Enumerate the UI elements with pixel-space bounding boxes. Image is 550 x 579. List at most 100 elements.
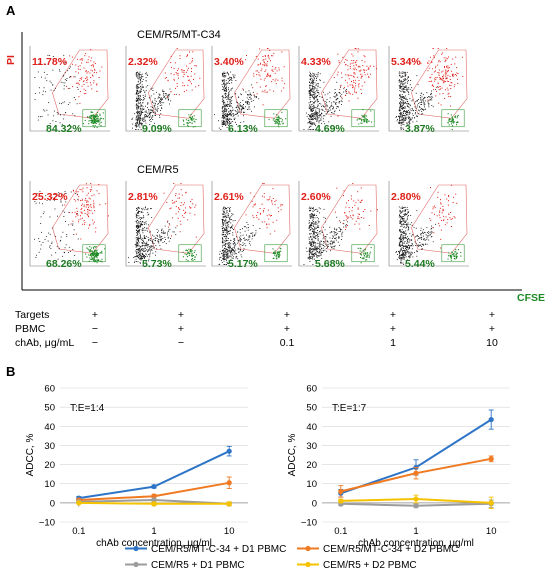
condition-value: − [92,323,98,335]
cfse-gate [178,244,202,263]
pi-percentage: 4.33% [301,56,331,68]
flow-plot: 2.61% 5.17% [211,181,292,270]
condition-value: + [284,323,290,335]
cfse-percentage: 9.09% [142,123,172,135]
data-point [76,500,82,506]
pi-percentage: 2.81% [128,191,158,203]
pi-percentage: 2.32% [128,56,158,68]
condition-value: + [178,323,184,335]
x-tick-label: 0.1 [72,526,85,537]
pi-percentage: 2.80% [391,191,421,203]
cfse-gate [264,109,288,128]
event-dots [218,183,284,265]
panel-a-label: A [6,3,16,18]
y-tick-label: 30 [44,441,55,452]
cfse-gate [264,244,288,263]
data-point [413,496,419,502]
y-tick-label: 10 [44,479,55,490]
event-dots [131,48,201,130]
pi-gate [321,49,378,119]
flow-plot: 11.78% 84.32% [29,46,110,135]
y-tick-label: 20 [306,460,317,471]
plot-axes [388,181,469,267]
pi-percentage: 2.61% [214,191,244,203]
y-tick-label: 40 [44,422,55,433]
x-tick-label: 1 [413,526,418,537]
cfse-gate [82,109,106,128]
cfse-gate [351,109,375,128]
plot-axes [125,46,206,132]
plot-axes [211,181,292,267]
adcc-chart-te-1-4: −10 0 10 20 30 40 50 60 0.1 1 10 T:E=1:4 ADCC, % chAb… [25,384,248,549]
cfse-percentage: 3.87% [405,123,435,135]
y-tick-label: 30 [306,441,317,452]
event-dots [395,184,462,265]
data-point [151,483,157,490]
legend-marker [305,561,311,568]
y-tick-label: 10 [306,479,317,490]
x-axis-label: chAb concentration, μg/ml [358,538,474,549]
series [338,494,494,510]
cfse-gate [441,244,465,263]
y-tick-label: 40 [306,422,317,433]
y-tick-label: 20 [44,460,55,471]
x-tick-label: 1 [151,526,156,537]
data-point [488,500,494,506]
condition-value: 10 [486,337,498,349]
condition-value: 1 [390,337,396,349]
pi-gate [411,49,468,119]
y-tick-label: −10 [301,518,317,529]
series-line [340,418,492,495]
cfse-gate [441,109,465,128]
legend-entry: CEM/R5 + D2 PBMC [297,560,417,571]
conditions-table: + − − + + − + +0.1 + +1 + +10 [92,309,498,349]
condition-value: + [390,309,396,321]
flow-plot: 2.81% 5.73% [125,181,206,270]
data-point [226,480,232,486]
legend-label: CEM/R5/MT-C-34 + D1 PBMC [151,544,286,555]
condition-value: + [178,309,184,321]
condition-value: − [92,337,98,349]
legend-label: CEM/R5/MT-C-34 + D2 PBMC [323,544,458,555]
pi-gate [52,184,109,254]
cfse-percentage: 68.26% [46,258,82,270]
condition-value: + [489,309,495,321]
legend: CEM/R5/MT-C-34 + D1 PBMC CEM/R5/MT-C-34 +… [125,544,458,571]
data-point [488,416,494,423]
legend-entry: CEM/R5 + D1 PBMC [125,560,245,571]
y-tick-label: 50 [306,403,317,414]
pi-percentage: 11.78% [32,56,68,68]
series [76,500,232,507]
cfse-percentage: 5.73% [142,258,172,270]
condition-value: + [284,309,290,321]
pi-percentage: 2.60% [301,191,331,203]
plot-axes [125,181,206,267]
cfse-percentage: 5.44% [405,258,435,270]
y-tick-label: 60 [44,384,55,395]
legend-marker [133,561,139,568]
cfse-gate [178,109,202,128]
data-point [226,501,232,507]
legend-marker [133,545,139,552]
condition-value: 0.1 [280,337,295,349]
legend-marker [305,545,311,552]
event-dots [395,48,464,131]
pi-gate [234,49,291,119]
data-point [226,448,232,454]
panel-b-label: B [6,364,15,379]
legend-entry: CEM/R5/MT-C-34 + D1 PBMC [125,544,286,555]
data-point [338,498,344,504]
plot-axes [29,181,110,267]
chart-title: T:E=1:7 [332,403,367,414]
plot-axes [298,46,379,132]
flow-plot: 2.60% 5.68% [298,181,379,270]
plot-axes [211,46,292,132]
event-dots [303,183,378,265]
flow-plot: 25.32% 68.26% [29,181,110,270]
event-dots [214,48,287,130]
flow-plot-grid: 11.78% 84.32% 2.32% 9.09% 3.40% 6.13% 4.33% 4.6… [29,46,469,270]
data-point [413,503,419,509]
y-tick-label: 60 [306,384,317,395]
flow-plot: 3.40% 6.13% [211,46,292,135]
